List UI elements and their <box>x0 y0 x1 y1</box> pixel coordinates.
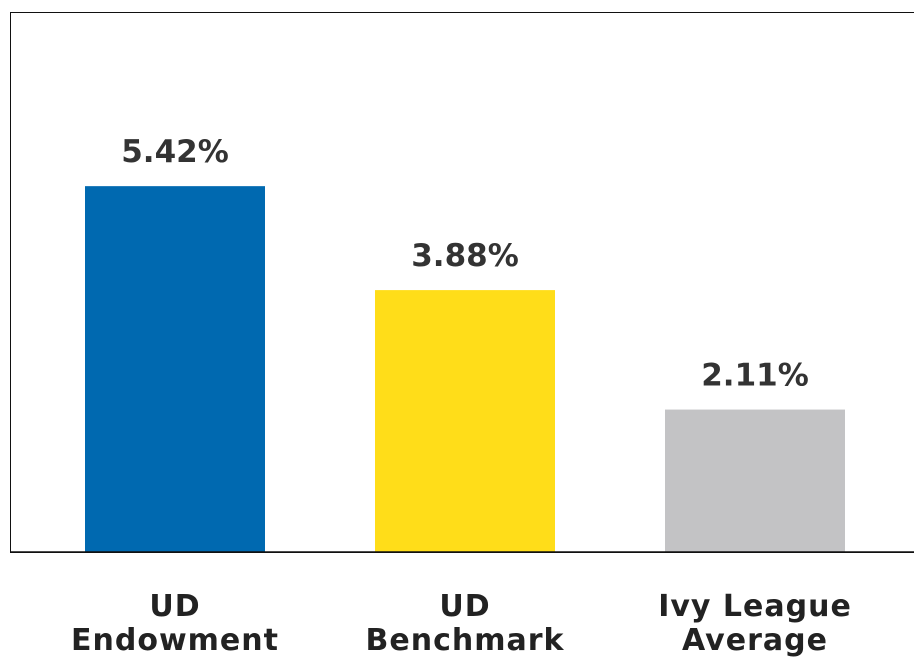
x-tick-label: UD Benchmark <box>365 589 565 658</box>
bar <box>85 186 265 552</box>
value-label: 3.88% <box>411 238 519 274</box>
value-label: 5.42% <box>121 134 229 170</box>
x-tick-label: Ivy League Average <box>658 589 852 658</box>
bar <box>665 409 845 552</box>
x-tick-label: UD Endowment <box>71 589 279 658</box>
bar <box>375 290 555 552</box>
value-label: 2.11% <box>701 358 809 394</box>
